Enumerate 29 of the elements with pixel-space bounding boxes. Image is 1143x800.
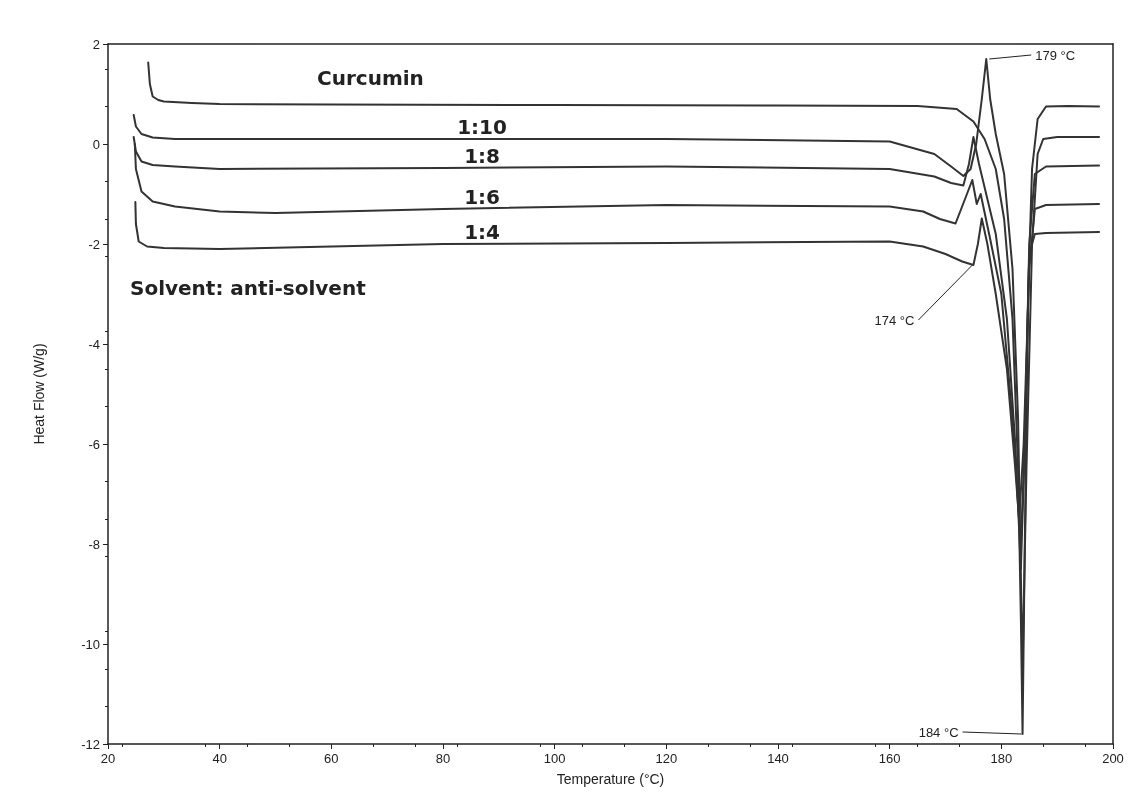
annotation: 174 °C — [874, 312, 915, 328]
y-tick-label: -2 — [88, 236, 100, 252]
series-label: Curcumin — [317, 65, 424, 90]
x-tick-label: 60 — [324, 751, 339, 766]
series-label: 1:4 — [464, 220, 501, 244]
y-tick-label: 0 — [92, 136, 100, 152]
annotation: 184 °C — [918, 724, 959, 740]
x-tick-label: 120 — [655, 751, 678, 766]
x-tick-label: 140 — [767, 751, 789, 766]
y-axis-title: Heat Flow (W/g) — [31, 343, 47, 445]
x-axis-title: Temperature (°C) — [556, 771, 665, 787]
x-tick-label: 180 — [990, 751, 1013, 766]
annotation: Solvent: anti-solvent — [130, 276, 367, 300]
annotation: 179 °C — [1035, 47, 1076, 63]
x-tick-label: 80 — [435, 751, 451, 766]
x-tick-label: 200 — [1102, 751, 1124, 766]
y-tick-label: -4 — [88, 336, 100, 352]
y-tick-label: -10 — [81, 636, 100, 652]
x-tick-label: 40 — [212, 751, 227, 766]
y-tick-label: -6 — [88, 436, 100, 452]
series-label: 1:10 — [457, 115, 507, 139]
y-tick-label: 2 — [92, 36, 100, 52]
y-tick-label: -12 — [81, 736, 100, 752]
series-label: 1:8 — [464, 144, 501, 168]
x-tick-label: 20 — [100, 751, 116, 766]
x-tick-label: 100 — [543, 751, 566, 766]
y-tick-label: -8 — [88, 536, 100, 552]
x-tick-label: 160 — [878, 751, 901, 766]
series-label: 1:6 — [464, 185, 501, 209]
